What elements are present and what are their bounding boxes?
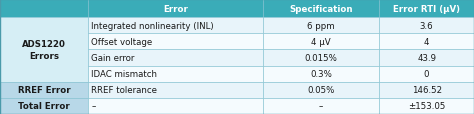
Bar — [263, 82, 379, 98]
Text: –: – — [91, 102, 96, 110]
Bar — [379, 98, 474, 114]
Text: 43.9: 43.9 — [417, 53, 436, 62]
Bar — [0, 0, 88, 18]
Bar — [88, 0, 263, 18]
Text: 0: 0 — [424, 70, 429, 78]
Bar — [379, 18, 474, 34]
Bar — [263, 34, 379, 50]
Text: 3.6: 3.6 — [420, 21, 433, 30]
Bar — [0, 82, 88, 98]
Bar — [88, 66, 263, 82]
Bar — [88, 18, 263, 34]
Text: ±153.05: ±153.05 — [408, 102, 445, 110]
Text: Error RTI (μV): Error RTI (μV) — [393, 4, 460, 13]
Text: 6 ppm: 6 ppm — [307, 21, 335, 30]
Bar — [263, 0, 379, 18]
Text: Specification: Specification — [290, 4, 353, 13]
Text: Integrated nonlinearity (INL): Integrated nonlinearity (INL) — [91, 21, 214, 30]
Text: 0.05%: 0.05% — [308, 86, 335, 94]
Bar — [0, 98, 88, 114]
Text: RREF tolerance: RREF tolerance — [91, 86, 157, 94]
Bar — [88, 34, 263, 50]
Text: 0.3%: 0.3% — [310, 70, 332, 78]
Text: –: – — [319, 102, 323, 110]
Text: Offset voltage: Offset voltage — [91, 38, 153, 46]
Bar — [263, 98, 379, 114]
Text: 0.015%: 0.015% — [305, 53, 337, 62]
Bar — [88, 98, 263, 114]
Text: Gain error: Gain error — [91, 53, 135, 62]
Bar — [88, 82, 263, 98]
Bar — [263, 18, 379, 34]
Text: 4: 4 — [424, 38, 429, 46]
Bar — [263, 66, 379, 82]
Bar — [379, 82, 474, 98]
Bar — [379, 34, 474, 50]
Bar — [88, 50, 263, 66]
Text: RREF Error: RREF Error — [18, 86, 70, 94]
Bar — [379, 0, 474, 18]
Bar — [0, 18, 88, 82]
Bar — [379, 66, 474, 82]
Bar — [263, 50, 379, 66]
Text: 4 μV: 4 μV — [311, 38, 331, 46]
Text: Total Error: Total Error — [18, 102, 70, 110]
Text: ADS1220
Errors: ADS1220 Errors — [22, 40, 66, 60]
Bar — [379, 50, 474, 66]
Text: 146.52: 146.52 — [411, 86, 442, 94]
Text: Error: Error — [163, 4, 188, 13]
Text: IDAC mismatch: IDAC mismatch — [91, 70, 157, 78]
